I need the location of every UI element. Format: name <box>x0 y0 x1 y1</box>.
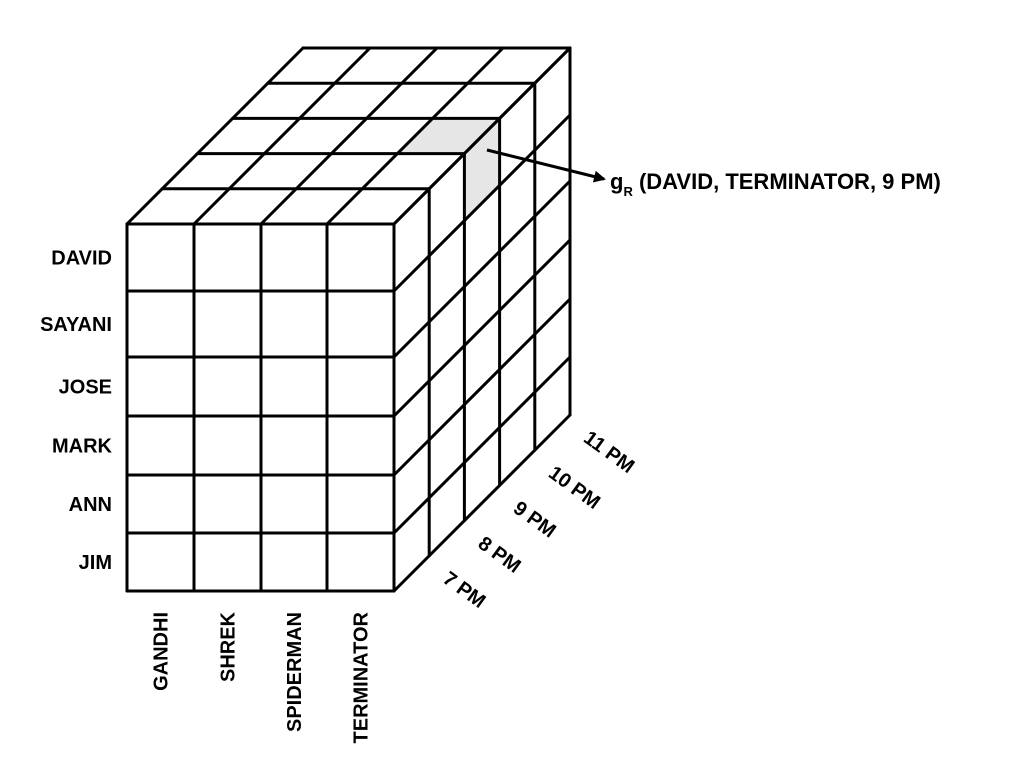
annotation-label: gR (DAVID, TERMINATOR, 9 PM) <box>610 169 941 199</box>
depth-label: 7 PM <box>439 568 490 613</box>
right-face-depth-line <box>392 238 572 418</box>
right-face-depth-line <box>392 297 572 477</box>
annotation-prefix: g <box>610 169 623 194</box>
right-face-depth-line <box>392 46 572 226</box>
depth-label: 9 PM <box>509 497 560 542</box>
top-face-depth-line <box>259 46 439 226</box>
column-label: SHREK <box>218 611 240 682</box>
row-label: ANN <box>69 494 112 516</box>
row-label: DAVID <box>51 248 112 270</box>
row-label: JOSE <box>59 377 112 399</box>
annotation-subscript: R <box>623 184 633 199</box>
highlight-side-cell <box>464 118 500 221</box>
depth-label: 10 PM <box>544 462 604 514</box>
column-label: TERMINATOR <box>351 611 373 743</box>
right-face-depth-line <box>392 113 572 293</box>
depth-label: 11 PM <box>579 427 638 478</box>
top-face-depth-line <box>192 46 372 226</box>
row-label: JIM <box>79 552 112 574</box>
highlight-top-cell <box>397 118 500 154</box>
column-label: SPIDERMAN <box>284 612 306 732</box>
right-face-depth-line <box>392 179 572 359</box>
row-label: SAYANI <box>40 314 112 336</box>
right-face-depth-line <box>392 355 572 535</box>
annotation-arrow <box>486 148 606 183</box>
annotation-tuple: (DAVID, TERMINATOR, 9 PM) <box>633 169 941 194</box>
right-face-depth-line <box>392 413 572 593</box>
depth-label: 8 PM <box>474 532 525 577</box>
row-label: MARK <box>52 436 113 458</box>
column-label: GANDHI <box>151 612 173 691</box>
top-face-depth-line <box>325 46 505 226</box>
top-face-depth-line <box>125 46 305 226</box>
